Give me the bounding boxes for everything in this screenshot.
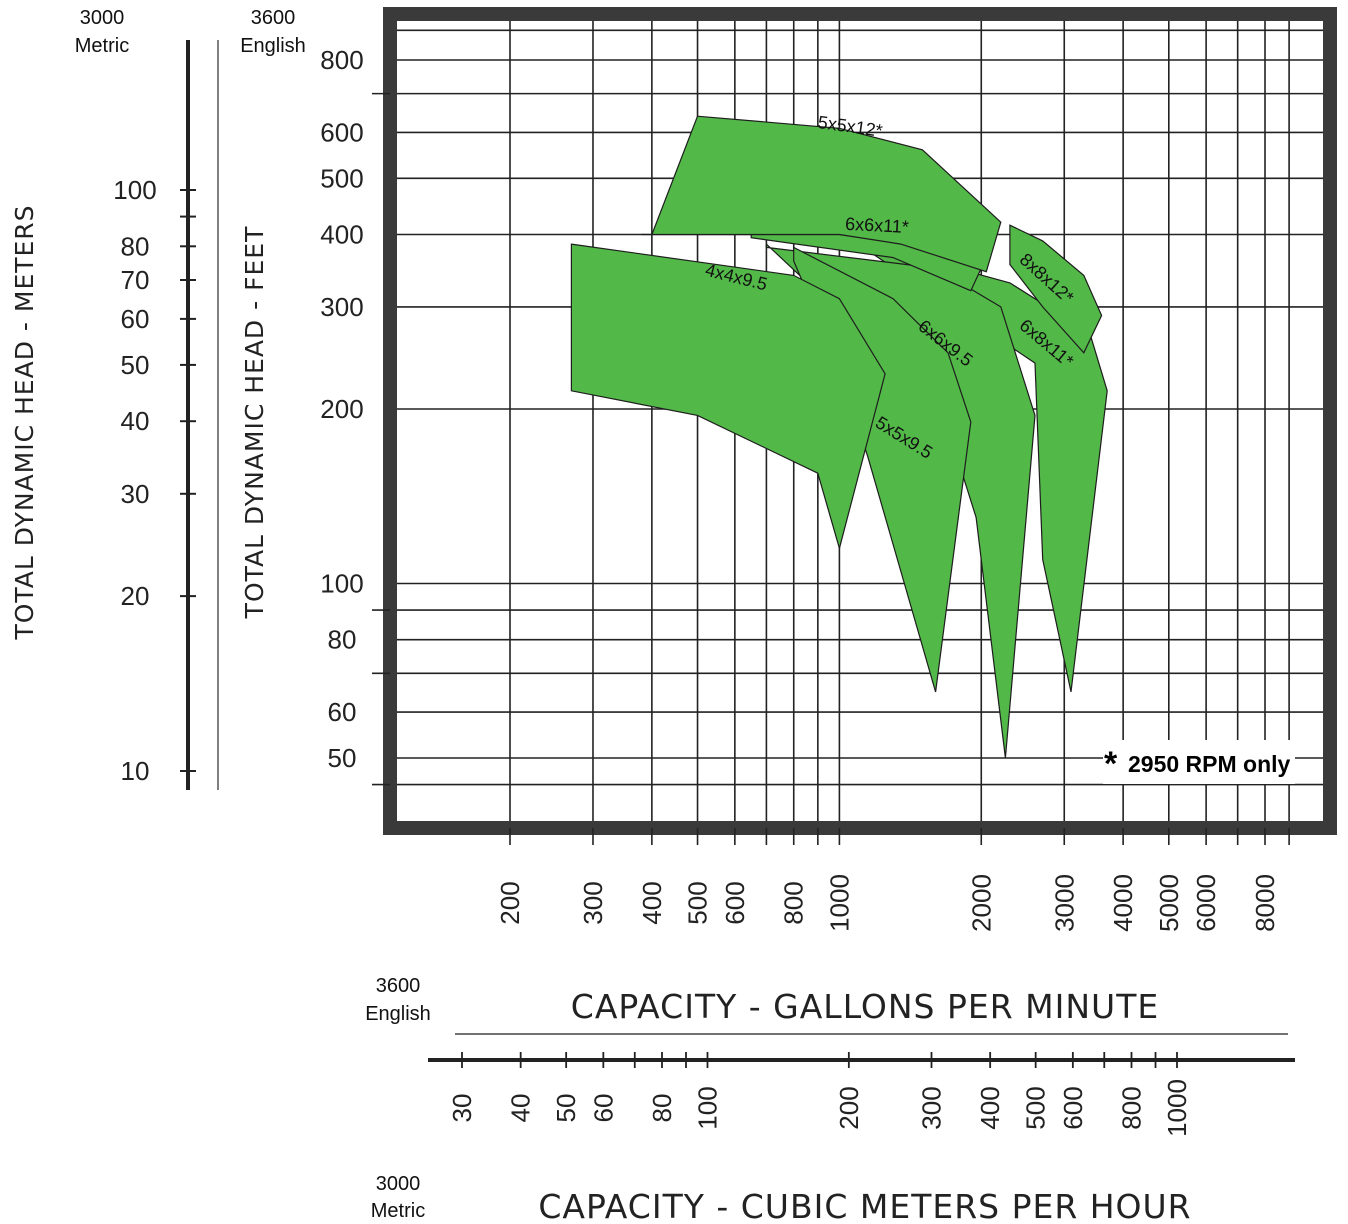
plot-frame <box>383 7 1337 835</box>
x-gpm-tick-label: 300 <box>578 881 608 924</box>
x-gpm-tick-label: 6000 <box>1191 874 1221 932</box>
pump-regions <box>570 115 1108 759</box>
x-m3h-tick-label: 40 <box>506 1094 536 1123</box>
x-gpm-tick-label: 3000 <box>1049 874 1079 932</box>
x-m3h-tick-label: 1000 <box>1162 1079 1192 1137</box>
y-feet-tick-label: 50 <box>328 743 357 773</box>
y-feet-tick-label: 80 <box>328 625 357 655</box>
y-meters-tick-label: 30 <box>121 479 150 509</box>
x-gpm-tick-label: 400 <box>637 881 667 924</box>
y-meters-tick-label: 40 <box>121 406 150 436</box>
y-axis-feet-title: TOTAL DYNAMIC HEAD - FEET <box>240 226 269 620</box>
x-english-unit-top: 3600 <box>376 975 421 997</box>
x-m3h-tick-label: 50 <box>551 1094 581 1123</box>
x-metric-unit-bottom: Metric <box>371 1200 425 1222</box>
x-m3h-tick-label: 60 <box>588 1094 618 1123</box>
y-feet-tick-label: 800 <box>320 45 363 75</box>
x-m3h-tick-label: 300 <box>917 1086 947 1129</box>
y-meters-tick-label: 50 <box>121 350 150 380</box>
x-gpm-tick-label: 4000 <box>1108 874 1138 932</box>
y-axis-meters-title: TOTAL DYNAMIC HEAD - METERS <box>10 204 39 640</box>
x-gpm-tick-label: 500 <box>683 881 713 924</box>
x-gpm-tick-label: 200 <box>495 881 525 924</box>
x-gpm-tick-label: 2000 <box>966 874 996 932</box>
annotation-box <box>1103 740 1295 784</box>
region-label: 6x6x11* <box>845 214 910 237</box>
x-m3h-tick-label: 30 <box>447 1094 477 1123</box>
y-english-unit-bottom: English <box>240 35 306 57</box>
x-metric-unit-top: 3000 <box>376 1173 421 1195</box>
x-m3h-tick-label: 200 <box>834 1086 864 1129</box>
y-metric-unit-bottom: Metric <box>75 35 129 57</box>
x-gpm-tick-label: 5000 <box>1154 874 1184 932</box>
x-axis-m3h-title: CAPACITY - CUBIC METERS PER HOUR <box>538 1187 1191 1224</box>
x-m3h-tick-label: 400 <box>975 1086 1005 1129</box>
x-gpm-tick-label: 8000 <box>1250 874 1280 932</box>
y-meters-tick-label: 20 <box>121 581 150 611</box>
y-metric-unit-top: 3000 <box>80 7 125 29</box>
y-axis-feet-tick-labels: 50 60 80 100 200 300 400 500 600 800 <box>320 45 390 786</box>
x-m3h-tick-label: 100 <box>692 1086 722 1129</box>
y-meters-tick-label: 70 <box>121 265 150 295</box>
region-4x4x9-5 <box>570 243 886 551</box>
region-5x5x12- <box>641 115 1002 273</box>
y-meters-tick-label: 60 <box>121 304 150 334</box>
x-axis-gpm-tick-labels: 200 300 400 500 600 800 1000 2000 3000 4000 5000 60… <box>495 874 1280 932</box>
y-english-unit-top: 3600 <box>251 7 296 29</box>
y-feet-tick-label: 300 <box>320 292 363 322</box>
x-gpm-tick-label: 600 <box>720 881 750 924</box>
x-gpm-tick-label: 1000 <box>824 874 854 932</box>
y-meters-tick-label: 100 <box>113 175 156 205</box>
y-meters-tick-label: 80 <box>121 231 150 261</box>
y-feet-tick-label: 60 <box>328 697 357 727</box>
y-feet-tick-label: 200 <box>320 394 363 424</box>
y-feet-tick-label: 100 <box>320 569 363 599</box>
x-m3h-tick-label: 80 <box>647 1094 677 1123</box>
x-english-unit-bottom: English <box>365 1003 431 1025</box>
annotation-star: * <box>1104 745 1118 783</box>
x-m3h-tick-label: 600 <box>1058 1086 1088 1129</box>
region-8x8x12- <box>1009 224 1103 354</box>
y-feet-tick-label: 400 <box>320 220 363 250</box>
y-feet-tick-label: 500 <box>320 163 363 193</box>
x-gpm-tick-label: 800 <box>779 881 809 924</box>
x-m3h-tick-label: 800 <box>1117 1086 1147 1129</box>
annotation-text: 2950 RPM only <box>1128 751 1291 777</box>
y-axis-meters-ticks: 10 20 30 40 50 60 70 80 100 <box>113 175 196 786</box>
x-axis-gpm-title: CAPACITY - GALLONS PER MINUTE <box>571 987 1159 1026</box>
x-axis-m3h-ticks: 30 40 50 60 80 100 200 300 400 500 600 800 1000 <box>447 1052 1192 1137</box>
y-meters-tick-label: 10 <box>121 756 150 786</box>
x-axis-gpm-ticks <box>509 828 1290 845</box>
y-feet-tick-label: 600 <box>320 117 363 147</box>
x-m3h-tick-label: 500 <box>1021 1086 1051 1129</box>
